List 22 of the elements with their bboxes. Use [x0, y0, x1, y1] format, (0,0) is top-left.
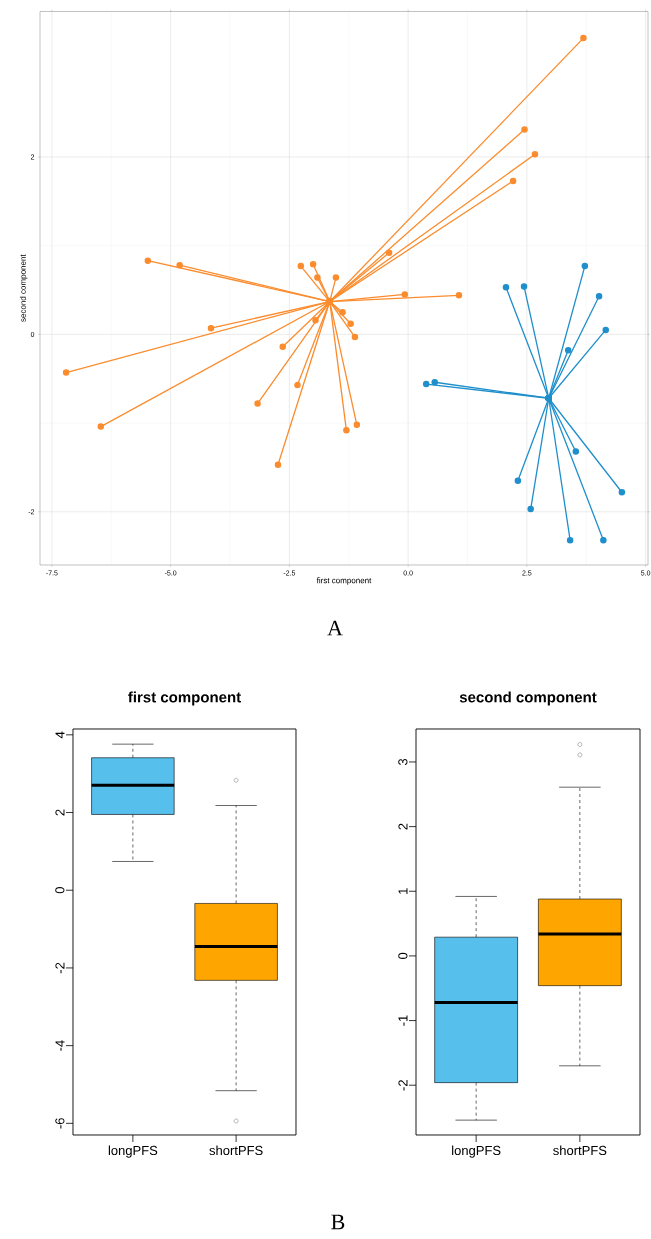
y-tick-label: 3 [398, 758, 408, 766]
chart-title: first component [128, 691, 241, 706]
y-tick-label: -6 [55, 1118, 65, 1129]
y-tick-label: -1 [398, 1015, 408, 1026]
y-tick-label: 0 [55, 887, 65, 894]
y-tick-label: -2 [398, 1080, 408, 1091]
x-axis-title: first component [316, 577, 372, 585]
y-axis-title: second component [19, 254, 28, 322]
y-tick-label: -4 [55, 1040, 65, 1051]
x-tick-label: shortPFS [553, 1145, 607, 1156]
x-tick-label: longPFS [108, 1145, 158, 1158]
y-tick-label: 2 [398, 823, 408, 830]
chart-title: second component [459, 691, 597, 706]
y-tick-label: 4 [55, 731, 65, 739]
x-tick-label: shortPFS [209, 1145, 263, 1156]
x-tick-label: longPFS [452, 1145, 501, 1158]
y-tick-label: 1 [398, 888, 408, 894]
y-tick-label: 0 [398, 952, 408, 960]
text: A [327, 620, 343, 636]
text: B [331, 1214, 345, 1230]
y-tick-label: 2 [55, 809, 65, 816]
y-tick-label: -2 [55, 962, 65, 974]
